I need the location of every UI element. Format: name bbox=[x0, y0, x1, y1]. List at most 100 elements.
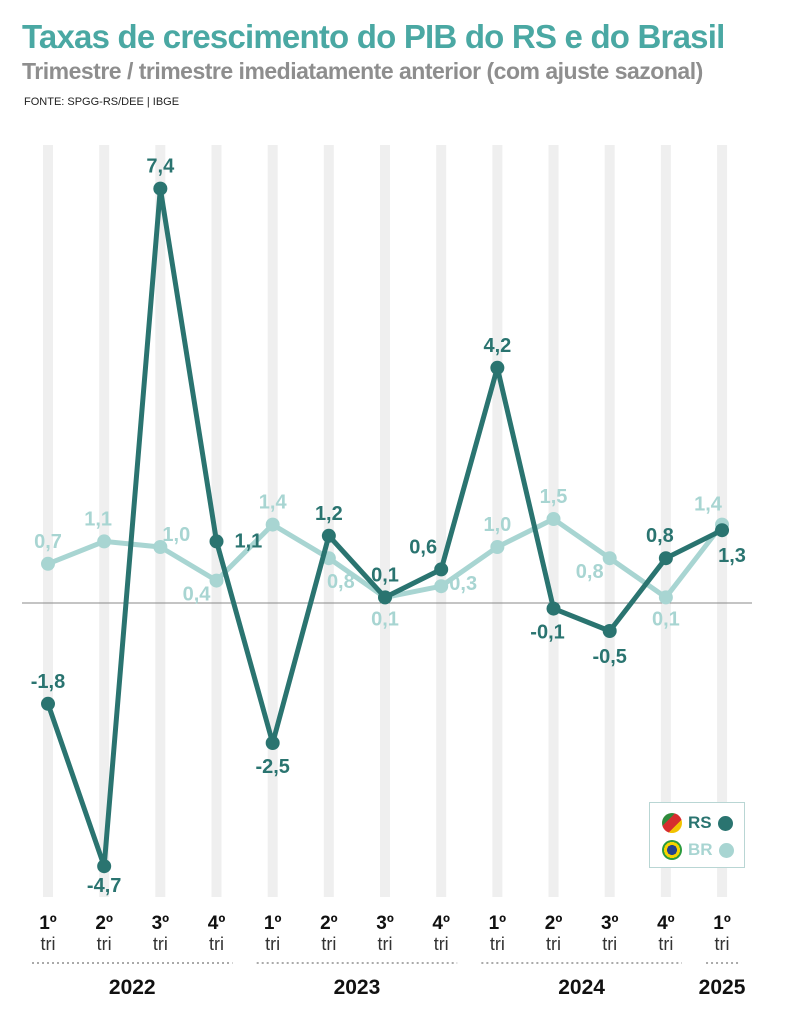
quarter-tick-label: 1º bbox=[39, 913, 57, 934]
quarter-suffix-label: tri bbox=[321, 934, 336, 954]
data-point-rs bbox=[209, 534, 224, 549]
data-label-rs: -1,8 bbox=[31, 671, 65, 693]
quarter-suffix-label: tri bbox=[97, 934, 112, 954]
year-label: 2024 bbox=[558, 976, 605, 999]
data-label-br: 0,7 bbox=[34, 531, 62, 553]
data-label-br: 1,4 bbox=[259, 492, 288, 514]
data-point-rs bbox=[546, 601, 561, 616]
year-label: 2023 bbox=[334, 976, 381, 999]
data-label-rs: 1,3 bbox=[718, 545, 746, 567]
data-label-rs: 7,4 bbox=[146, 156, 175, 178]
year-label: 2025 bbox=[699, 976, 746, 999]
data-point-br bbox=[434, 579, 449, 594]
legend-item-br: BR bbox=[662, 840, 734, 860]
column-band bbox=[155, 145, 166, 897]
chart-source: FONTE: SPGG-RS/DEE | IBGE bbox=[24, 96, 180, 108]
data-label-rs: -0,5 bbox=[592, 646, 626, 668]
column-band bbox=[380, 145, 391, 897]
data-point-rs bbox=[153, 181, 168, 196]
data-label-rs: 4,2 bbox=[483, 335, 511, 357]
quarter-tick-label: 4º bbox=[432, 913, 450, 934]
quarter-suffix-label: tri bbox=[715, 934, 730, 954]
column-band bbox=[492, 145, 503, 897]
quarter-suffix-label: tri bbox=[41, 934, 56, 954]
quarter-suffix-label: tri bbox=[658, 934, 673, 954]
quarter-suffix-label: tri bbox=[378, 934, 393, 954]
brazil-flag-icon bbox=[662, 840, 682, 860]
data-point-br bbox=[546, 512, 561, 526]
data-point-br bbox=[97, 534, 112, 549]
legend: RS BR bbox=[649, 802, 745, 868]
data-point-br bbox=[658, 590, 673, 605]
quarter-tick-label: 1º bbox=[264, 913, 282, 934]
rs-flag-icon bbox=[662, 813, 682, 833]
column-band bbox=[604, 145, 615, 897]
data-point-rs bbox=[715, 523, 730, 538]
data-label-rs: 1,2 bbox=[315, 503, 343, 525]
legend-label-rs: RS bbox=[688, 813, 712, 832]
quarter-suffix-label: tri bbox=[602, 934, 617, 954]
data-label-br: 0,1 bbox=[652, 608, 680, 630]
quarter-suffix-label: tri bbox=[434, 934, 449, 954]
quarter-tick-label: 2º bbox=[545, 913, 563, 934]
data-label-rs: 0,8 bbox=[646, 525, 674, 547]
data-point-rs bbox=[41, 696, 55, 711]
data-label-rs: -2,5 bbox=[255, 756, 289, 778]
data-point-rs bbox=[321, 528, 336, 543]
data-point-br bbox=[153, 540, 168, 554]
data-point-br bbox=[602, 551, 617, 566]
legend-item-rs: RS bbox=[662, 813, 733, 833]
quarter-tick-label: 3º bbox=[152, 913, 170, 934]
quarter-tick-label: 3º bbox=[601, 913, 619, 934]
data-point-br bbox=[265, 517, 280, 532]
data-point-rs bbox=[490, 360, 505, 375]
legend-label-br: BR bbox=[688, 840, 713, 859]
quarter-suffix-label: tri bbox=[546, 934, 561, 954]
data-label-br: 0,3 bbox=[449, 573, 477, 595]
quarter-tick-label: 4º bbox=[208, 913, 226, 934]
data-label-br: 0,8 bbox=[576, 561, 604, 583]
data-label-br: 0,8 bbox=[327, 571, 355, 593]
data-point-br bbox=[209, 573, 224, 588]
quarter-tick-label: 3º bbox=[376, 913, 394, 934]
column-band bbox=[436, 145, 447, 897]
data-label-rs: 0,1 bbox=[371, 564, 399, 586]
legend-dot-rs bbox=[717, 815, 733, 831]
data-label-rs: -0,1 bbox=[530, 622, 564, 644]
data-label-br: 0,1 bbox=[371, 608, 399, 630]
legend-dot-br bbox=[718, 842, 734, 858]
data-label-rs: 0,6 bbox=[409, 536, 437, 558]
column-band bbox=[323, 145, 334, 897]
column-band bbox=[211, 145, 222, 897]
quarter-suffix-label: tri bbox=[153, 934, 168, 954]
data-label-br: 1,5 bbox=[540, 486, 568, 508]
quarter-tick-label: 2º bbox=[320, 913, 338, 934]
data-point-br bbox=[490, 540, 505, 554]
data-label-br: 0,4 bbox=[183, 584, 212, 606]
quarter-suffix-label: tri bbox=[490, 934, 505, 954]
quarter-suffix-label: tri bbox=[209, 934, 224, 954]
data-label-rs: 1,1 bbox=[235, 530, 263, 552]
chart-title: Taxas de crescimento do PIB do RS e do B… bbox=[22, 18, 725, 55]
column-band bbox=[43, 145, 53, 897]
data-label-rs: -4,7 bbox=[87, 875, 121, 897]
data-label-br: 1,1 bbox=[84, 508, 112, 530]
chart-subtitle: Trimestre / trimestre imediatamente ante… bbox=[22, 58, 703, 84]
column-band bbox=[99, 145, 110, 897]
data-point-br bbox=[41, 556, 55, 571]
quarter-tick-label: 1º bbox=[489, 913, 507, 934]
quarter-suffix-label: tri bbox=[265, 934, 280, 954]
quarter-tick-label: 2º bbox=[95, 913, 113, 934]
data-point-rs bbox=[602, 624, 617, 638]
data-label-br: 1,0 bbox=[162, 524, 190, 546]
data-point-rs bbox=[434, 562, 449, 577]
year-label: 2022 bbox=[109, 976, 156, 999]
quarter-tick-label: 4º bbox=[657, 913, 675, 934]
data-point-rs bbox=[265, 736, 280, 750]
data-point-rs bbox=[97, 859, 112, 874]
data-label-br: 1,0 bbox=[483, 514, 511, 536]
data-point-rs bbox=[378, 590, 393, 605]
quarter-tick-label: 1º bbox=[713, 913, 731, 934]
